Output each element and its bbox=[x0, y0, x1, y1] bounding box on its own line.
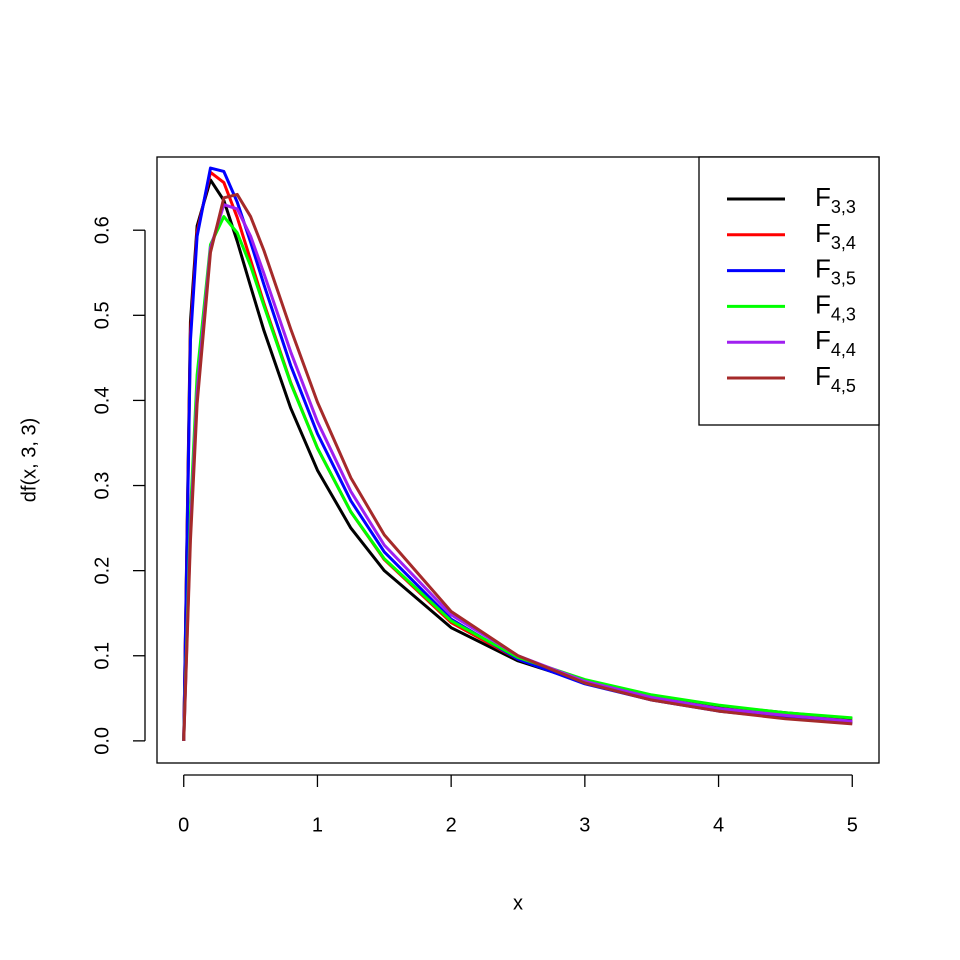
legend-name: F bbox=[815, 289, 831, 319]
legend-box bbox=[698, 156, 880, 426]
legend-subscript: 4,3 bbox=[831, 304, 856, 324]
legend-name: F bbox=[815, 361, 831, 391]
x-tick-label: 1 bbox=[312, 814, 323, 836]
y-tick-label: 0.1 bbox=[91, 642, 113, 670]
y-tick-label: 0.2 bbox=[91, 557, 113, 585]
legend-label: F4,3 bbox=[815, 289, 856, 324]
legend-label: F4,5 bbox=[815, 361, 856, 396]
y-tick-label: 0.3 bbox=[91, 472, 113, 500]
legend-label: F3,4 bbox=[815, 218, 856, 253]
x-tick-label: 5 bbox=[847, 814, 858, 836]
legend-label: F3,3 bbox=[815, 182, 856, 217]
x-tick-label: 0 bbox=[178, 814, 189, 836]
x-tick-label: 2 bbox=[446, 814, 457, 836]
legend-subscript: 3,5 bbox=[831, 268, 856, 288]
legend-subscript: 4,4 bbox=[831, 340, 856, 360]
y-axis-label: df(x, 3, 3) bbox=[18, 418, 40, 502]
legend-subscript: 4,5 bbox=[831, 376, 856, 396]
legend-name: F bbox=[815, 325, 831, 355]
series-line bbox=[182, 192, 853, 741]
y-tick-label: 0.5 bbox=[91, 301, 113, 329]
x-tick-label: 4 bbox=[713, 814, 724, 836]
x-axis-label: x bbox=[513, 892, 523, 914]
legend-name: F bbox=[815, 253, 831, 283]
legend-subscript: 3,4 bbox=[831, 233, 856, 253]
y-tick-label: 0.0 bbox=[91, 727, 113, 755]
y-tick-label: 0.6 bbox=[91, 216, 113, 244]
legend-label: F3,5 bbox=[815, 253, 856, 288]
legend-name: F bbox=[815, 218, 831, 248]
plot-frame bbox=[156, 156, 880, 764]
y-tick-label: 0.4 bbox=[91, 387, 113, 415]
legend-name: F bbox=[815, 182, 831, 212]
legend-label: F4,4 bbox=[815, 325, 856, 360]
x-tick-label: 3 bbox=[579, 814, 590, 836]
legend-subscript: 3,3 bbox=[831, 197, 856, 217]
